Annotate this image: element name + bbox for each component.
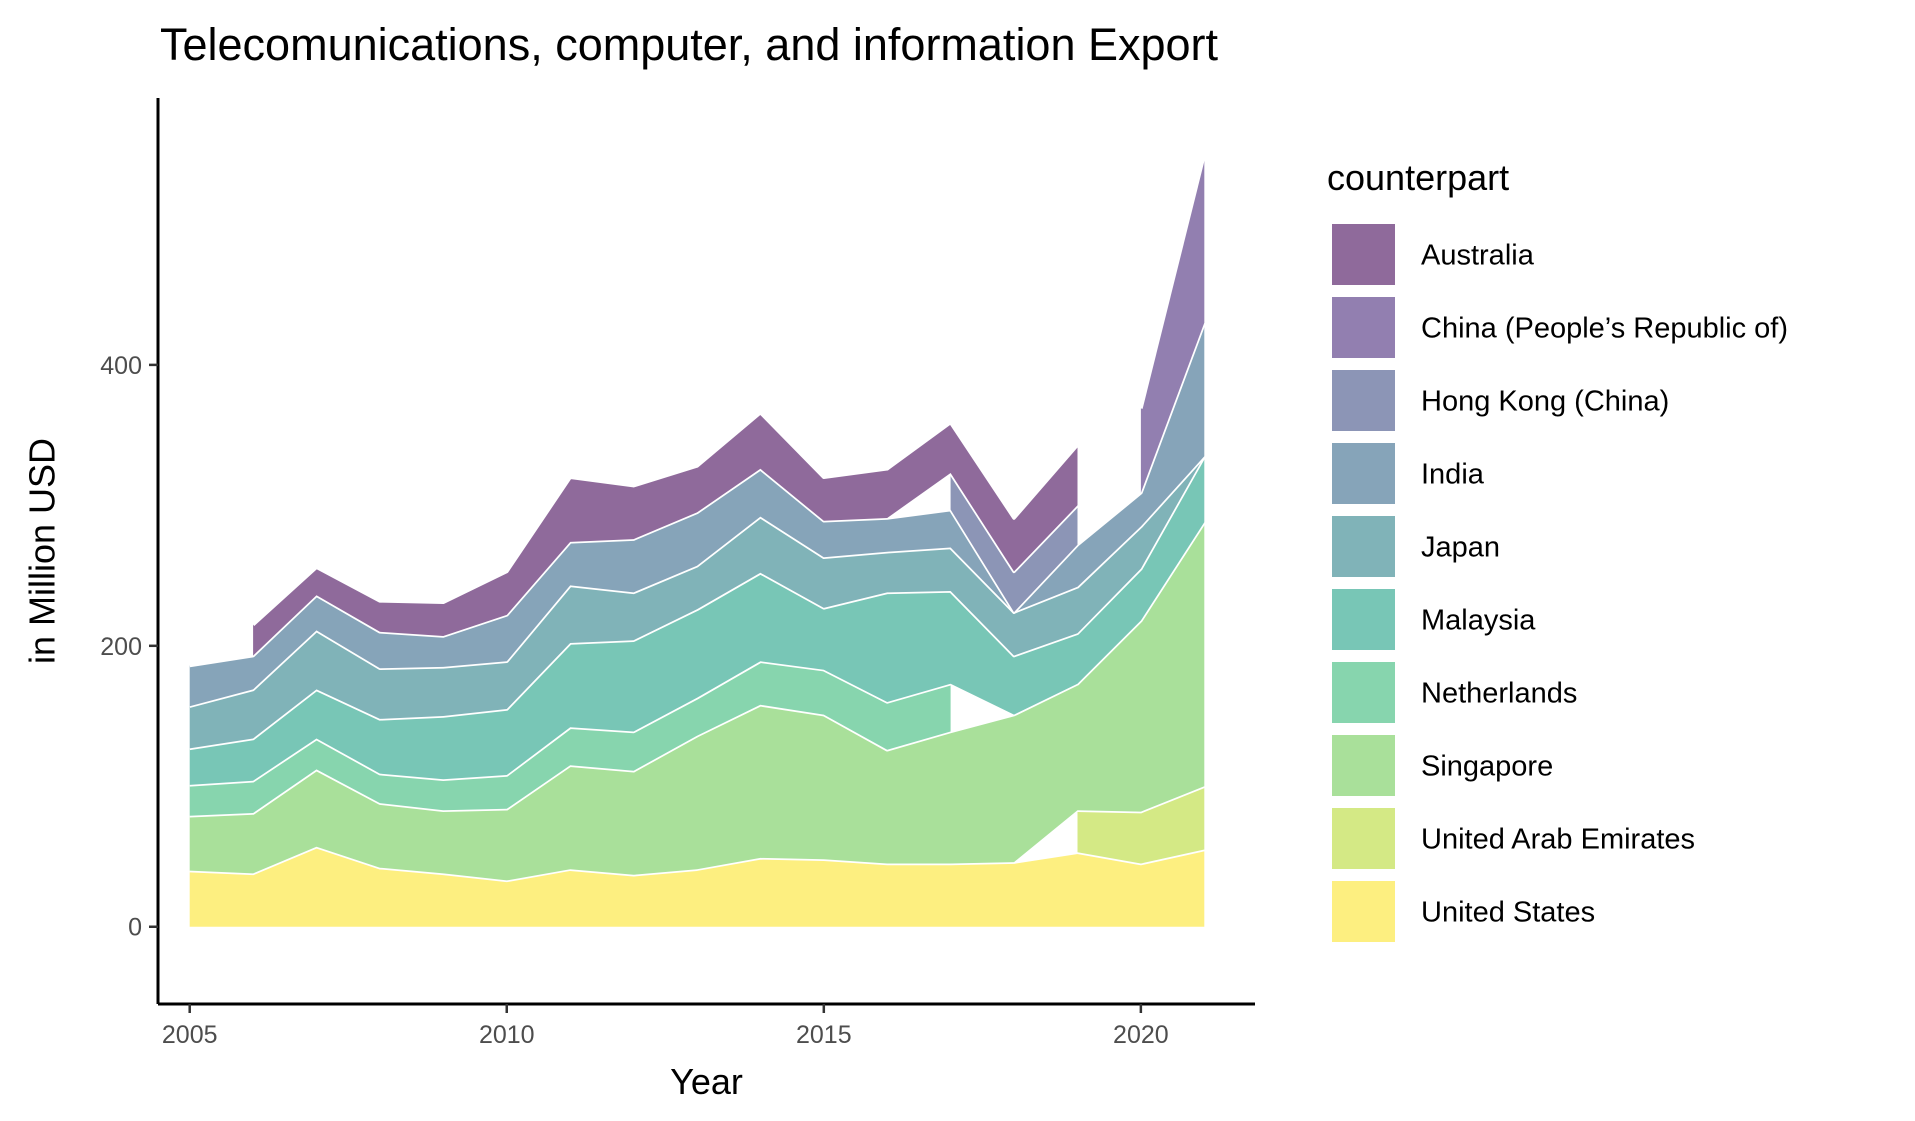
area-japan-segment-1 [189, 456, 1205, 749]
legend-key-india [1332, 443, 1395, 504]
plot-area [189, 153, 1206, 927]
area-india-segment-1 [189, 322, 1205, 707]
legend-item-united-states: United States [1332, 881, 1595, 942]
legend-item-united-arab-emirates: United Arab Emirates [1332, 808, 1695, 869]
x-tick-label-2020: 2020 [1113, 1021, 1169, 1049]
axes: 2005 2010 2015 2020 0 200 400 [100, 98, 1255, 1049]
legend-item-china-people-s-republic-of: China (People’s Republic of) [1332, 297, 1788, 358]
legend-item-hong-kong-china: Hong Kong (China) [1332, 370, 1669, 431]
legend-item-netherlands: Netherlands [1332, 662, 1577, 723]
area-australia [251, 410, 1079, 656]
area-singapore-segment-1 [189, 522, 1205, 881]
legend-label-australia: Australia [1421, 240, 1535, 272]
y-axis-title: in Million USD [22, 438, 63, 664]
legend-label-hong-kong-china: Hong Kong (China) [1421, 386, 1669, 418]
legend-key-china-people-s-republic-of [1332, 297, 1395, 358]
legend-key-malaysia [1332, 589, 1395, 650]
chart-title: Telecomunications, computer, and informa… [160, 19, 1219, 70]
area-malaysia-segment-1 [189, 456, 1205, 785]
x-tick-label-2015: 2015 [796, 1021, 852, 1049]
area-china-people-s-republic-of [1139, 153, 1206, 493]
x-tick-label-2005: 2005 [162, 1021, 218, 1049]
legend-key-singapore [1332, 735, 1395, 796]
line-china-people-s-republic-of-segment-1 [1139, 153, 1206, 409]
line-australia-segment-1 [251, 410, 1079, 626]
legend-label-united-states: United States [1421, 897, 1595, 929]
legend-key-netherlands [1332, 662, 1395, 723]
legend-title: counterpart [1327, 157, 1509, 198]
legend-key-united-states [1332, 881, 1395, 942]
legend-label-india: India [1421, 459, 1485, 491]
legend-item-australia: Australia [1332, 224, 1535, 285]
area-netherlands-segment-1 [189, 661, 951, 816]
legend-label-malaysia: Malaysia [1421, 605, 1536, 637]
legend-item-india: India [1332, 443, 1485, 504]
legend-item-malaysia: Malaysia [1332, 589, 1536, 650]
area-hong-kong-china-segment-1 [950, 473, 1078, 613]
legend-label-japan: Japan [1421, 532, 1500, 564]
y-tick-label-0: 0 [128, 914, 142, 942]
area-united-states-segment-1 [189, 846, 1205, 927]
y-tick-label-200: 200 [100, 633, 142, 661]
legend-key-hong-kong-china [1332, 370, 1395, 431]
area-united-arab-emirates-segment-1 [1077, 786, 1205, 864]
legend-key-japan [1332, 516, 1395, 577]
legend-key-united-arab-emirates [1332, 808, 1395, 869]
area-china-people-s-republic-of-segment-1 [1140, 154, 1205, 493]
legend-label-netherlands: Netherlands [1421, 678, 1577, 710]
legend-label-china-people-s-republic-of: China (People’s Republic of) [1421, 313, 1788, 345]
x-tick-label-2010: 2010 [479, 1021, 535, 1049]
legend-item-japan: Japan [1332, 516, 1500, 577]
x-axis-title: Year [670, 1061, 743, 1102]
legend-label-singapore: Singapore [1421, 751, 1553, 783]
legend-label-united-arab-emirates: United Arab Emirates [1421, 824, 1695, 856]
legend-item-singapore: Singapore [1332, 735, 1553, 796]
y-tick-label-400: 400 [100, 352, 142, 380]
legend: counterpart Australia China (People’s Rep… [1327, 157, 1788, 942]
legend-key-australia [1332, 224, 1395, 285]
